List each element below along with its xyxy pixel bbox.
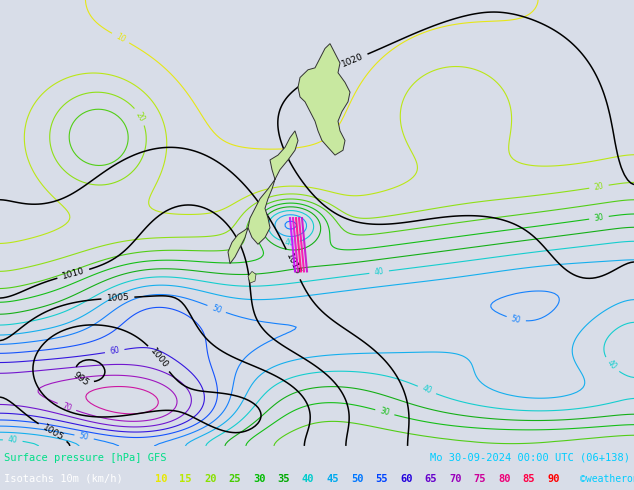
Text: 30: 30: [379, 407, 391, 418]
Polygon shape: [248, 271, 256, 283]
Text: 70: 70: [61, 401, 73, 413]
Text: 40: 40: [373, 267, 385, 277]
Text: 30: 30: [253, 474, 266, 484]
Text: 40: 40: [8, 436, 18, 445]
Text: 1005: 1005: [41, 423, 65, 442]
Polygon shape: [228, 228, 248, 264]
Text: 30: 30: [593, 213, 604, 223]
Text: 75: 75: [474, 474, 486, 484]
Text: 85: 85: [522, 474, 535, 484]
Text: 45: 45: [327, 474, 339, 484]
Text: 50: 50: [510, 314, 522, 325]
Text: 55: 55: [375, 474, 388, 484]
Text: 40: 40: [285, 238, 295, 247]
Text: ©weatheronline.co.uk: ©weatheronline.co.uk: [580, 474, 634, 484]
Text: Surface pressure [hPa] GFS: Surface pressure [hPa] GFS: [4, 453, 167, 463]
Text: 10: 10: [114, 32, 127, 45]
Text: 10: 10: [155, 474, 167, 484]
Text: 20: 20: [593, 181, 604, 192]
Text: 1000: 1000: [148, 347, 170, 370]
Text: Mo 30-09-2024 00:00 UTC (06+138): Mo 30-09-2024 00:00 UTC (06+138): [430, 453, 630, 463]
Text: 25: 25: [228, 474, 241, 484]
Text: 1020: 1020: [340, 52, 365, 69]
Text: 80: 80: [498, 474, 510, 484]
Text: 50: 50: [210, 303, 223, 315]
Text: 35: 35: [278, 474, 290, 484]
Text: Isotachs 10m (km/h): Isotachs 10m (km/h): [4, 474, 123, 484]
Text: 15: 15: [179, 474, 192, 484]
Text: 40: 40: [421, 384, 433, 396]
Polygon shape: [298, 44, 350, 155]
Text: 60: 60: [109, 346, 120, 356]
Text: 40: 40: [605, 358, 618, 372]
Text: 20: 20: [204, 474, 216, 484]
Text: 20: 20: [134, 110, 146, 123]
Text: 50: 50: [351, 474, 363, 484]
Text: 90: 90: [547, 474, 559, 484]
Polygon shape: [248, 131, 298, 245]
Text: 1015: 1015: [284, 252, 302, 277]
Text: 65: 65: [425, 474, 437, 484]
Text: 1010: 1010: [61, 267, 86, 281]
Text: 1005: 1005: [106, 293, 129, 303]
Text: 50: 50: [79, 432, 90, 442]
Text: 60: 60: [400, 474, 413, 484]
Text: 40: 40: [302, 474, 314, 484]
Text: 70: 70: [449, 474, 462, 484]
Text: 995: 995: [71, 370, 91, 388]
